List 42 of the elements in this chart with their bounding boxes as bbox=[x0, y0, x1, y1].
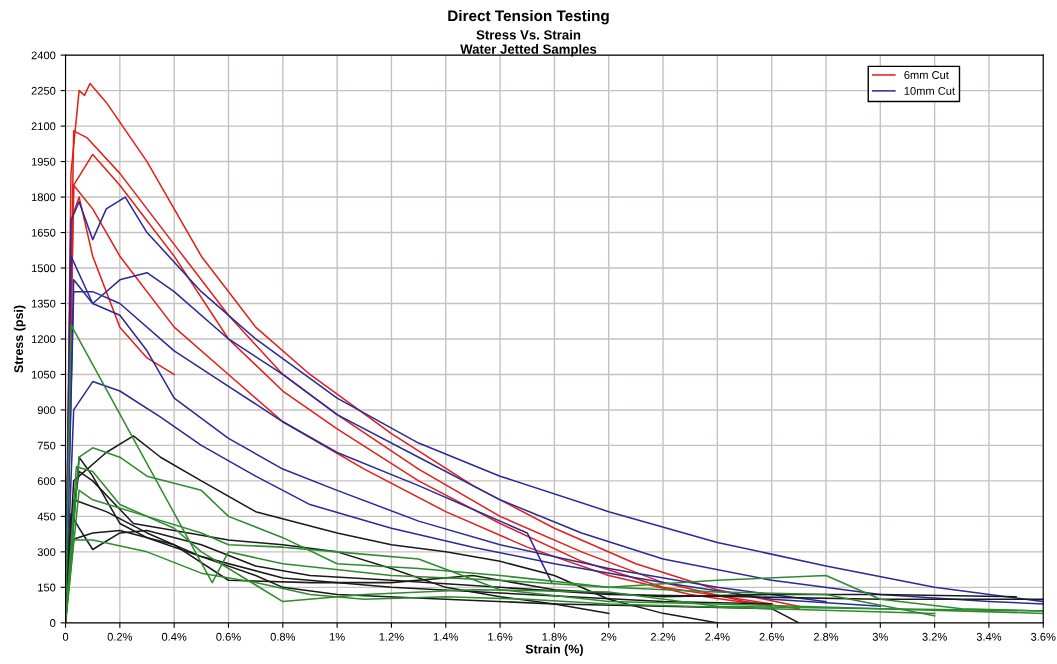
x-tick-label: 0.2% bbox=[107, 632, 133, 641]
x-tick-label: 1.4% bbox=[433, 632, 459, 641]
y-tick-label: 2100 bbox=[31, 122, 56, 131]
y-tick-label: 1350 bbox=[31, 299, 56, 308]
x-tick-label: 2.8% bbox=[813, 632, 839, 641]
y-tick-label: 2400 bbox=[31, 51, 56, 60]
y-tick-label: 600 bbox=[37, 477, 56, 486]
legend-label: 10mm Cut bbox=[904, 87, 955, 95]
y-tick-label: 750 bbox=[37, 441, 56, 450]
chart-title: Direct Tension Testing bbox=[448, 9, 609, 25]
y-tick-label: 1800 bbox=[31, 193, 56, 202]
legend-label: 6mm Cut bbox=[904, 71, 949, 79]
x-tick-label: 2.4% bbox=[705, 632, 730, 641]
x-tick-label: 0.4% bbox=[161, 632, 187, 641]
y-tick-label: 1200 bbox=[31, 335, 56, 344]
y-tick-label: 1650 bbox=[31, 228, 56, 237]
x-tick-label: 1.2% bbox=[379, 632, 404, 641]
y-tick-label: 1500 bbox=[31, 264, 56, 273]
x-tick-label: 3.4% bbox=[976, 632, 1002, 641]
y-tick-label: 0 bbox=[50, 619, 56, 627]
x-tick-label: 1.8% bbox=[542, 632, 567, 641]
x-tick-label: 3% bbox=[872, 632, 888, 641]
y-tick-label: 450 bbox=[37, 512, 56, 521]
x-tick-label: 1% bbox=[329, 632, 345, 641]
y-tick-label: 150 bbox=[38, 583, 56, 592]
y-tick-label: 1950 bbox=[31, 157, 56, 166]
x-tick-label: 2.6% bbox=[759, 632, 784, 641]
x-tick-label: 2.2% bbox=[650, 632, 676, 641]
x-axis-title: Strain (%) bbox=[525, 644, 583, 656]
y-tick-label: 2250 bbox=[31, 86, 56, 95]
y-tick-label: 300 bbox=[37, 548, 56, 556]
x-tick-label: 2% bbox=[601, 632, 617, 641]
x-tick-label: 1.6% bbox=[488, 632, 513, 641]
y-tick-label: 900 bbox=[37, 406, 56, 415]
y-tick-label: 1050 bbox=[31, 370, 56, 379]
x-tick-label: 0.6% bbox=[216, 632, 241, 641]
x-tick-label: 3.2% bbox=[922, 632, 947, 641]
x-tick-label: 3.6% bbox=[1031, 632, 1056, 641]
y-axis-title: Stress (psi) bbox=[13, 305, 26, 373]
x-tick-label: 0 bbox=[62, 632, 69, 641]
x-tick-label: 0.8% bbox=[270, 632, 296, 641]
chart-subtitle: Stress Vs. Strain Water Jetted Samples bbox=[460, 29, 597, 57]
